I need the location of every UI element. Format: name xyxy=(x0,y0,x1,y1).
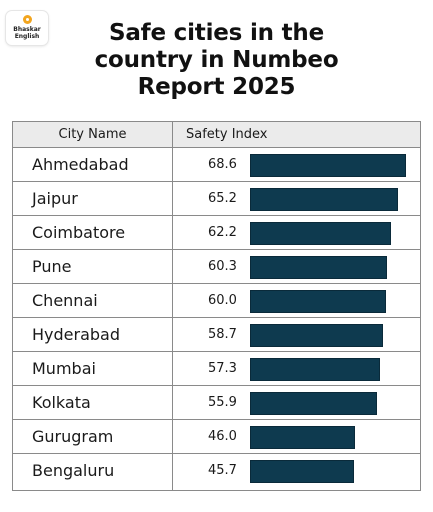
table-row: Gurugram 46.0 xyxy=(13,420,420,454)
safety-index-value-label: 45.7 xyxy=(208,463,237,478)
table-row: Mumbai 57.3 xyxy=(13,352,420,386)
safety-index-value-label: 65.2 xyxy=(208,191,237,206)
safety-index-bar xyxy=(250,426,355,449)
city-name-label: Gurugram xyxy=(32,427,114,446)
title-line-2: country in Numbeo xyxy=(94,47,339,73)
safety-index-bar xyxy=(250,392,377,415)
table-row: Bengaluru 45.7 xyxy=(13,454,420,488)
logo-sun-icon xyxy=(22,15,32,24)
table-row: Chennai 60.0 xyxy=(13,284,420,318)
bhaskar-english-logo: Bhaskar English xyxy=(6,11,48,45)
table-row: Jaipur 65.2 xyxy=(13,182,420,216)
city-name-label: Coimbatore xyxy=(32,223,126,242)
table-row: Pune 60.3 xyxy=(13,250,420,284)
safety-index-value-label: 68.6 xyxy=(208,157,237,172)
table-header: City Name Safety Index xyxy=(13,122,420,148)
safety-index-table: City Name Safety Index Ahmedabad 68.6 Jaip… xyxy=(12,121,421,491)
chart-title: Safe cities in the country in Numbeo Rep… xyxy=(60,20,373,101)
city-name-label: Hyderabad xyxy=(32,325,120,344)
title-line-1: Safe cities in the xyxy=(108,20,325,46)
city-name-label: Kolkata xyxy=(32,393,91,412)
safety-index-value-label: 62.2 xyxy=(208,225,237,240)
safety-index-value-label: 58.7 xyxy=(208,327,237,342)
safety-index-bar xyxy=(250,460,354,483)
table-row: Coimbatore 62.2 xyxy=(13,216,420,250)
safety-index-bar xyxy=(250,222,391,245)
safety-index-value-label: 60.3 xyxy=(208,259,237,274)
city-name-label: Jaipur xyxy=(32,189,78,208)
safety-index-bar xyxy=(250,154,406,177)
table-row: Kolkata 55.9 xyxy=(13,386,420,420)
column-header-city: City Name xyxy=(58,127,127,142)
safety-index-bar xyxy=(250,324,383,347)
column-header-safety-index: Safety Index xyxy=(186,127,268,142)
safety-index-value-label: 46.0 xyxy=(208,429,237,444)
safety-index-bar xyxy=(250,188,398,211)
city-name-label: Pune xyxy=(32,257,72,276)
safety-index-bar xyxy=(250,358,380,381)
safety-index-bar xyxy=(250,256,387,279)
safety-index-value-label: 57.3 xyxy=(208,361,237,376)
table-row: Ahmedabad 68.6 xyxy=(13,148,420,182)
city-name-label: Ahmedabad xyxy=(32,155,129,174)
safety-index-bar xyxy=(250,290,386,313)
column-divider xyxy=(172,122,173,490)
table-row: Hyderabad 58.7 xyxy=(13,318,420,352)
city-name-label: Mumbai xyxy=(32,359,96,378)
city-name-label: Bengaluru xyxy=(32,461,115,480)
title-line-3: Report 2025 xyxy=(137,74,296,100)
city-name-label: Chennai xyxy=(32,291,98,310)
table-body: Ahmedabad 68.6 Jaipur 65.2 Coimbatore 62.2 Pun… xyxy=(13,148,420,490)
safety-index-value-label: 55.9 xyxy=(208,395,237,410)
safety-index-value-label: 60.0 xyxy=(208,293,237,308)
logo-text: Bhaskar English xyxy=(13,26,41,40)
